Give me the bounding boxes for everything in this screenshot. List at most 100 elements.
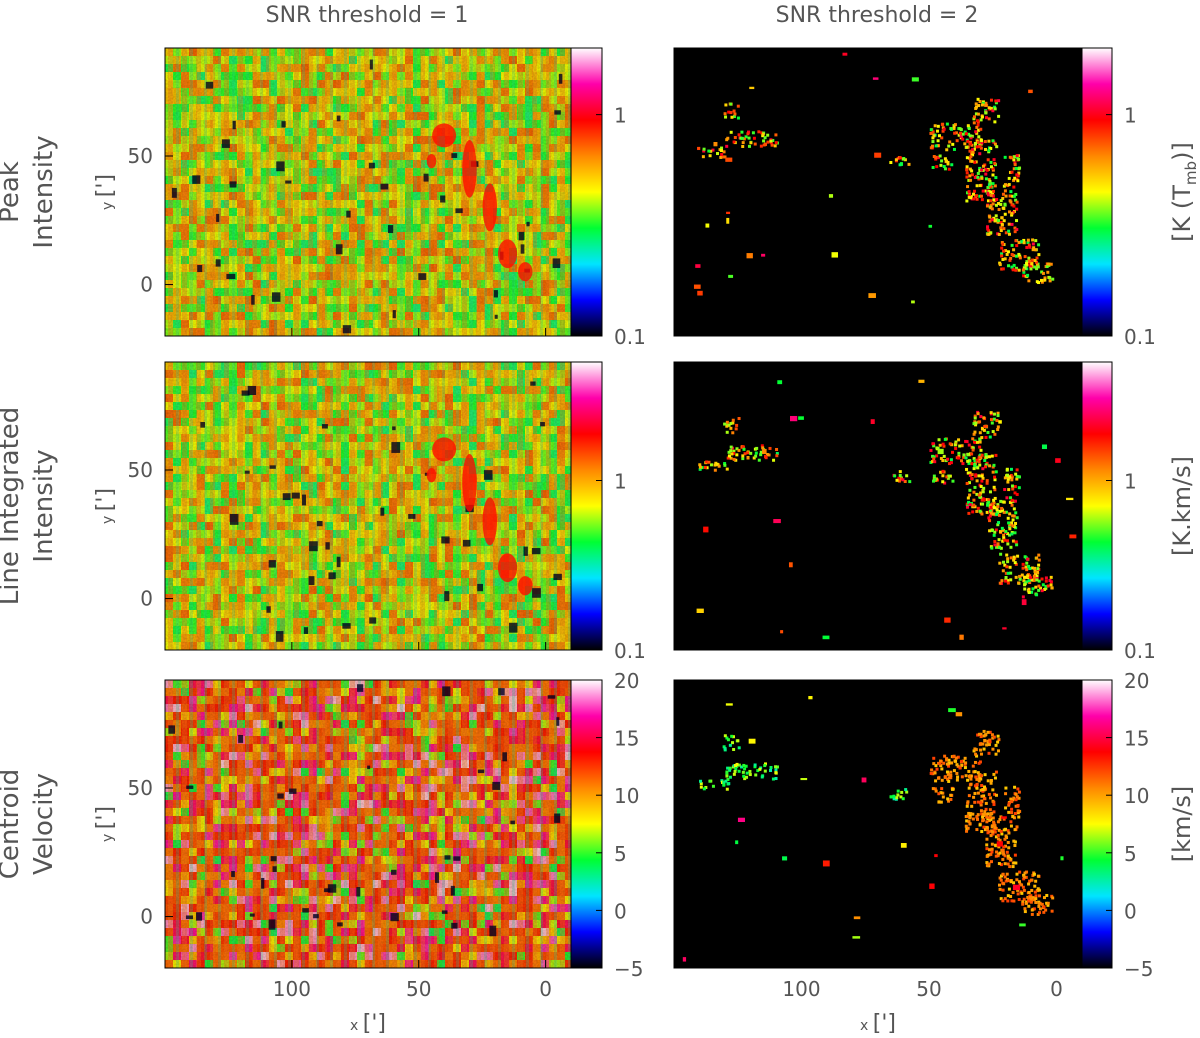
map-pixel bbox=[987, 117, 991, 121]
map-pixel bbox=[1014, 198, 1018, 202]
map-pixel bbox=[1011, 514, 1015, 518]
map-pixel bbox=[990, 454, 994, 458]
map-pixel bbox=[894, 158, 898, 162]
map-pixel bbox=[1037, 588, 1041, 592]
map-pixel bbox=[942, 164, 946, 168]
map-pixel bbox=[978, 194, 982, 198]
map-pixel bbox=[948, 140, 952, 144]
map-pixel bbox=[1001, 196, 1005, 200]
map-pixel bbox=[1006, 542, 1010, 546]
map-pixel bbox=[984, 172, 988, 176]
map-pixel bbox=[1023, 555, 1027, 559]
map-pixel bbox=[979, 491, 983, 495]
map-dropout bbox=[518, 231, 525, 241]
map-pixel bbox=[1012, 167, 1016, 171]
map-pixel bbox=[1010, 212, 1014, 216]
map-pixel bbox=[731, 418, 735, 422]
map-dropout bbox=[192, 175, 201, 184]
map-pixel bbox=[993, 488, 997, 492]
colorbar-unit-label: [K (Tmb)] bbox=[1168, 142, 1200, 242]
map-pixel bbox=[974, 130, 978, 134]
map-pixel bbox=[1027, 263, 1031, 267]
map-pixel bbox=[766, 140, 770, 144]
map-pixel bbox=[770, 143, 774, 147]
map-dropout bbox=[251, 294, 255, 305]
map-pixel bbox=[973, 440, 977, 444]
map-bright-region bbox=[432, 123, 457, 148]
map-pixel bbox=[1043, 276, 1047, 280]
map-pixel bbox=[997, 208, 1001, 212]
map-pixel bbox=[1000, 222, 1004, 226]
map-pixel bbox=[938, 443, 942, 447]
map-pixel bbox=[994, 453, 998, 457]
map-pixel bbox=[978, 152, 982, 156]
map-pixel bbox=[1008, 500, 1012, 504]
map-pixel bbox=[967, 190, 971, 194]
map-dropout bbox=[281, 121, 286, 128]
map-pixel bbox=[997, 538, 1001, 542]
map-pixel bbox=[972, 147, 976, 151]
map-pixel bbox=[768, 446, 772, 450]
map-dropout bbox=[241, 390, 250, 396]
map-pixel bbox=[1018, 256, 1022, 260]
map-pixel bbox=[996, 503, 1000, 507]
map-pixel bbox=[941, 458, 945, 462]
map-pixel bbox=[975, 458, 979, 462]
map-pixel bbox=[1014, 166, 1018, 170]
map-pixel bbox=[1032, 246, 1036, 250]
map-pixel bbox=[999, 552, 1003, 556]
map-pixel bbox=[1012, 248, 1016, 252]
map-pixel bbox=[972, 189, 976, 193]
map-pixel bbox=[711, 148, 715, 152]
map-pixel bbox=[715, 462, 719, 466]
map-pixel bbox=[973, 459, 977, 463]
map-pixel bbox=[746, 456, 750, 460]
map-pixel bbox=[725, 424, 729, 428]
map-speck bbox=[697, 290, 703, 296]
map-pixel bbox=[965, 175, 969, 179]
map-pixel bbox=[1044, 579, 1048, 583]
map-pixel bbox=[729, 102, 733, 106]
map-pixel bbox=[697, 146, 701, 150]
map-pixel bbox=[720, 153, 724, 157]
map-pixel bbox=[997, 232, 1001, 236]
map-pixel bbox=[1002, 500, 1006, 504]
map-pixel bbox=[989, 160, 993, 164]
map-bright-region bbox=[462, 454, 477, 512]
map-pixel bbox=[966, 452, 970, 456]
map-pixel bbox=[971, 446, 975, 450]
map-pixel bbox=[737, 448, 741, 452]
map-pixel bbox=[725, 420, 729, 424]
map-pixel bbox=[989, 190, 993, 194]
map-pixel bbox=[945, 475, 949, 479]
map-dropout bbox=[266, 606, 271, 613]
map-pixel bbox=[969, 178, 973, 182]
map-pixel bbox=[979, 448, 983, 452]
map-pixel bbox=[977, 104, 981, 108]
map-pixel bbox=[985, 461, 989, 465]
map-pixel bbox=[981, 189, 985, 193]
map-dropout bbox=[477, 583, 484, 592]
map-pixel bbox=[1017, 241, 1021, 245]
map-pixel bbox=[972, 467, 976, 471]
map-pixel bbox=[1012, 158, 1016, 162]
map-pixel bbox=[736, 104, 740, 108]
map-pixel bbox=[965, 145, 969, 149]
map-pixel bbox=[1025, 561, 1029, 565]
map-pixel bbox=[1006, 250, 1010, 254]
map-pixel bbox=[934, 144, 938, 148]
map-pixel bbox=[747, 130, 751, 134]
map-pixel bbox=[949, 127, 953, 131]
map-pixel bbox=[969, 155, 973, 159]
map-pixel bbox=[1003, 189, 1007, 193]
map-pixel bbox=[996, 220, 1000, 224]
map-pixel bbox=[972, 121, 976, 125]
map-pixel bbox=[1003, 155, 1007, 159]
map-pixel bbox=[968, 134, 972, 138]
map-pixel bbox=[976, 175, 980, 179]
map-pixel bbox=[732, 451, 736, 455]
map-pixel bbox=[936, 124, 940, 128]
map-pixel bbox=[952, 125, 956, 129]
map-pixel bbox=[766, 133, 770, 137]
map-pixel bbox=[963, 130, 967, 134]
